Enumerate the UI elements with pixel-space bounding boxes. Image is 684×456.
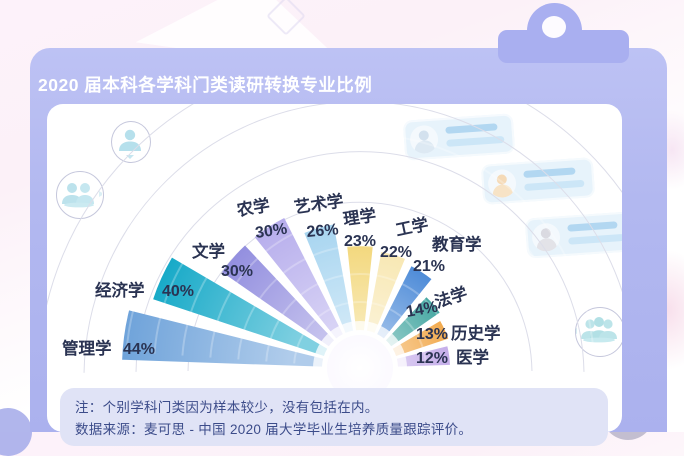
chart-sector-教育学: [377, 266, 432, 339]
sector-tick-arc: [265, 273, 455, 362]
sector-label-value: 13%: [416, 326, 448, 343]
grid-arc: [135, 151, 585, 372]
background-purple-blob: [0, 408, 32, 456]
sector-tick-arc: [181, 189, 539, 356]
chart-sector-医学: [396, 346, 450, 367]
chart-sector-文学: [222, 245, 334, 347]
sector-label-name: 文学: [192, 241, 225, 261]
sector-label-value: 26%: [306, 221, 339, 241]
chart-sector-农学: [254, 218, 343, 339]
sector-label-value: 12%: [416, 350, 448, 367]
sector-label-name: 理学: [342, 205, 377, 229]
grid-arc: [47, 104, 622, 307]
sector-tick-arc: [237, 245, 483, 360]
single-user-icon: [111, 121, 151, 163]
sector-tick-arc: [293, 300, 427, 364]
chart-sector-经济学: [153, 257, 328, 357]
sector-label-name: 教育学: [431, 234, 482, 254]
chart-sector-历史学: [392, 320, 449, 357]
sector-tick-arc: [125, 133, 595, 352]
sector-label-name: 经济学: [95, 280, 145, 300]
sector-label-value: 30%: [254, 221, 288, 242]
sector-label-value: 30%: [221, 263, 253, 280]
clipboard-clip-dome: [527, 3, 582, 37]
background-diamond: [266, 0, 306, 36]
sector-label-name: 工学: [394, 213, 430, 239]
chart-sector-法学: [386, 297, 440, 347]
sector-label-name: 医学: [456, 347, 489, 367]
sector-label-value: 21%: [413, 258, 445, 275]
sector-label-name: 管理学: [62, 338, 112, 358]
sector-label-value: 40%: [162, 283, 194, 300]
sector-label-value: 23%: [344, 233, 376, 250]
chart-sector-艺术学: [304, 224, 354, 333]
data-source: 数据来源：麦可思 - 中国 2020 届大学毕业生培养质量跟踪评价。: [75, 422, 473, 437]
chart-sector-管理学: [122, 310, 324, 367]
sector-label-value: 14%: [405, 299, 439, 321]
sector-label-value: 22%: [380, 244, 412, 261]
page-title: 2020 届本科各学科门类读研转换专业比例: [38, 75, 373, 95]
sector-tick-arc: [153, 160, 567, 354]
sector-tick-arc: [209, 217, 511, 358]
chart-sector-工学: [366, 251, 405, 333]
clipboard-clip-hole: [542, 16, 566, 38]
chart-sector-理学: [347, 246, 373, 331]
note-box: 注：个别学科门类因为样本较少，没有包括在内。 数据来源：麦可思 - 中国 202…: [60, 388, 608, 446]
fan-hub: [327, 335, 393, 401]
chart-panel: 管理学 44% 经济学 40% 文学 30% 农学 30% 艺术学 26% 理学 23% 工学 22% 教育…: [47, 104, 622, 432]
grid-arc: [83, 104, 622, 373]
user-group-icon: [571, 307, 622, 357]
sector-label-name: 历史学: [451, 323, 501, 343]
chart-note: 注：个别学科门类因为样本较少，没有包括在内。: [75, 400, 379, 415]
sector-label-value: 44%: [123, 341, 155, 358]
